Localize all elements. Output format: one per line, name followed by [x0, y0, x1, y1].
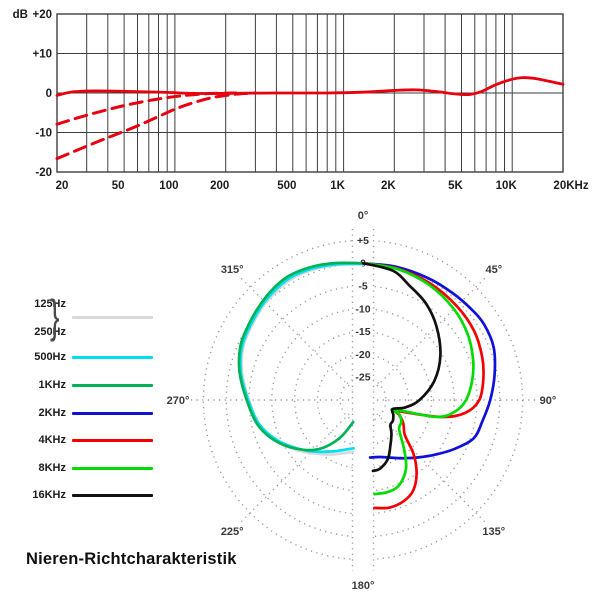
- radial-label: -10: [355, 303, 370, 315]
- y-tick-label: 0: [46, 88, 52, 100]
- polar-spoke: [239, 409, 354, 524]
- radial-label: -5: [358, 281, 367, 293]
- x-tick-label: 5K: [448, 180, 463, 192]
- x-tick-label: 20: [56, 180, 69, 192]
- radial-label-channel: [352, 228, 374, 572]
- y-tick-label: -20: [35, 167, 52, 179]
- polar-curve-8khz: [361, 261, 475, 496]
- polar-spoke: [239, 276, 354, 391]
- radial-label: +5: [357, 235, 369, 247]
- y-tick-label: +10: [32, 49, 52, 61]
- x-tick-label: 10K: [496, 180, 518, 192]
- radial-label: -20: [355, 349, 370, 361]
- angle-label: 315°: [221, 264, 244, 276]
- angle-label: 90°: [540, 395, 557, 407]
- y-axis-unit: dB: [13, 9, 28, 21]
- angle-label: 135°: [482, 526, 505, 538]
- polar-curve-16khz: [361, 261, 442, 473]
- angle-label: 270°: [167, 395, 190, 407]
- polar-spoke: [372, 276, 487, 391]
- section-title: Nieren-Richtcharakteristik: [26, 550, 237, 568]
- frequency-response-chart: dB +20 +10 0 -10 -20 20 50 100 200 500 1K 2K 5K 10K 20K…: [13, 9, 589, 192]
- x-tick-label: 500: [277, 180, 296, 192]
- plot-border: [56, 13, 564, 173]
- radial-label: -25: [355, 372, 370, 384]
- x-tick-label: 20KHz: [553, 180, 588, 192]
- freq-curve-low-frequency-rolloff-a: [55, 91, 238, 126]
- x-tick-label: 200: [210, 180, 229, 192]
- polar-curve-1khz: [237, 261, 365, 452]
- freq-curve-low-frequency-rolloff-b: [55, 91, 257, 161]
- x-tick-label: 2K: [381, 180, 396, 192]
- polar-ring: [248, 285, 478, 515]
- x-tick-label: 50: [112, 180, 125, 192]
- axis-labels: dB +20 +10 0 -10 -20 20 50 100 200 500 1K 2K 5K 10K 20K…: [13, 9, 589, 192]
- freq-curve-frequency-response: [55, 76, 565, 97]
- polar-pattern-chart: +50-5-10-15-20-250°45°90°135°180°225°270…: [167, 210, 557, 592]
- angle-label: 225°: [221, 526, 244, 538]
- angle-labels: 0° 45° 90° 135° 180° 225° 270° 315°: [167, 210, 557, 592]
- angle-label: 0°: [358, 210, 369, 222]
- polar-ring: [271, 308, 455, 492]
- polar-ring: [316, 353, 410, 447]
- y-tick-label: -10: [35, 128, 52, 140]
- polar-curve-500hz: [238, 262, 365, 454]
- polar-curve-2khz: [361, 261, 497, 460]
- radial-label: -15: [355, 326, 370, 338]
- angle-label: 180°: [352, 580, 375, 592]
- angle-label: 45°: [485, 264, 502, 276]
- x-tick-label: 1K: [330, 180, 345, 192]
- y-tick-label: +20: [32, 9, 52, 21]
- x-tick-label: 100: [159, 180, 178, 192]
